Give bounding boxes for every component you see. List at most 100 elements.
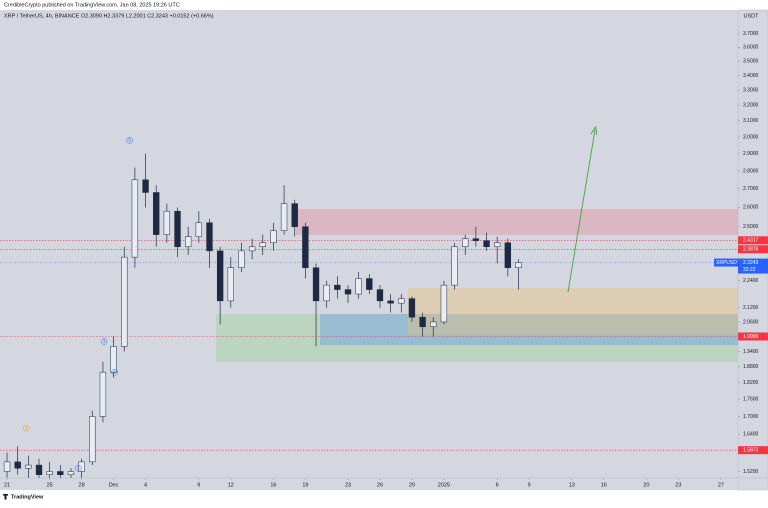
x-tick-label: 9: [197, 482, 200, 488]
y-tick-label: 1.9400: [743, 349, 759, 355]
x-tick-label: 19: [302, 482, 308, 488]
candle-body: [419, 316, 426, 327]
y-tick-label: 3.1000: [743, 118, 759, 124]
x-tick-label: 12: [228, 482, 234, 488]
y-tick-label: 2.6000: [743, 205, 759, 211]
candle-body: [174, 210, 181, 248]
candle-body: [494, 242, 501, 248]
wave-marker: [75, 465, 82, 472]
x-tick-label: 29: [409, 482, 415, 488]
candle-body: [483, 240, 490, 248]
candle-body: [184, 236, 192, 248]
wave-label: 1: [25, 425, 28, 430]
y-tick-label: 1.7000: [743, 414, 759, 420]
candle-body: [270, 230, 277, 243]
candle-body: [227, 267, 234, 302]
candle-body: [238, 250, 245, 268]
candle-body: [216, 250, 224, 302]
candle-body: [366, 278, 373, 290]
candle-body: [131, 179, 139, 258]
price-label-bg: [738, 236, 768, 245]
candle-body: [515, 262, 522, 268]
candle-body: [280, 203, 288, 231]
x-tick-label: 26: [377, 482, 383, 488]
candle-body: [398, 298, 405, 304]
candle-body: [46, 471, 53, 475]
y-tick-label: 3.0000: [743, 134, 759, 140]
candle-body: [462, 238, 469, 248]
candle-body: [259, 242, 266, 248]
x-tick-label: 25: [47, 482, 53, 488]
x-tick-label: 23: [345, 482, 351, 488]
x-tick-label: 6: [496, 482, 499, 488]
candle-body: [323, 284, 330, 302]
candle-body: [248, 246, 256, 252]
price-label-bg: [738, 332, 768, 341]
target-zone: [408, 288, 738, 335]
candle-body: [334, 284, 341, 290]
candle-body: [206, 222, 213, 252]
demand-zone: [320, 314, 738, 345]
candle-body: [121, 256, 128, 347]
y-tick-label: 3.5000: [743, 58, 759, 64]
y-tick-label: 1.5200: [743, 469, 759, 475]
candle-body: [355, 278, 362, 295]
x-tick-label: 27: [718, 482, 724, 488]
candle-body: [142, 179, 149, 193]
candle-body: [35, 464, 43, 475]
x-tick-label: Dec: [109, 482, 119, 488]
wave-label: 3: [103, 339, 106, 344]
x-tick-label: 21: [4, 482, 10, 488]
plot-layer: 3.7000 3.6000 3.5000 3.4000 3.3000 3.2000 3.10…: [0, 31, 768, 488]
candle-body: [291, 203, 298, 227]
candle-body: [302, 226, 309, 268]
candle-body: [504, 242, 512, 268]
y-tick-label: 3.7000: [743, 31, 759, 37]
y-tick-label: 2.8000: [743, 168, 759, 174]
x-tick-label: 23: [675, 482, 681, 488]
wave-marker: [100, 338, 108, 345]
candle-body: [195, 222, 203, 237]
currency: USDT: [744, 13, 760, 19]
price-label: 2.3878: [743, 247, 759, 253]
y-tick-label: 1.6400: [743, 431, 759, 437]
resistance-zone: [296, 209, 738, 235]
y-tick-label: 3.6000: [743, 45, 759, 51]
price-label: 1.9999: [743, 334, 759, 340]
candle-body: [430, 321, 437, 327]
candle-body: [89, 416, 96, 463]
plot-background: [0, 10, 738, 490]
wave-marker: [22, 424, 30, 432]
candle-body: [312, 267, 320, 302]
candle-body: [57, 471, 64, 475]
candle-body: [153, 192, 160, 235]
y-tick-label: 2.1200: [743, 305, 759, 311]
y-tick-label: 1.8200: [743, 380, 759, 386]
brand: TradingView: [11, 494, 44, 500]
candle-body: [440, 284, 448, 323]
wave-marker: [111, 368, 118, 376]
x-tick-label: 28: [79, 482, 85, 488]
candle-body: [99, 371, 107, 417]
y-tick-label: 3.2000: [743, 103, 759, 109]
brand-logo: [3, 494, 8, 500]
x-tick-label: 16: [601, 482, 607, 488]
wave-label: 2: [77, 465, 80, 470]
candle-body: [78, 461, 85, 472]
wave-label: 5: [128, 137, 131, 142]
y-tick-label: 3.4000: [743, 73, 759, 79]
last-price-bg: [738, 258, 768, 274]
candle-body: [472, 238, 480, 241]
candle-body: [376, 289, 384, 302]
x-tick-label: 4: [144, 482, 147, 488]
publisher: CredibleCrypto published on TradingView.…: [4, 2, 180, 8]
candle-body: [25, 464, 32, 469]
y-tick-label: 2.0600: [743, 319, 759, 325]
y-tick-label: 2.9000: [743, 151, 759, 157]
candle-body: [163, 210, 171, 235]
candle-body: [67, 471, 75, 475]
y-tick-label: 2.5000: [743, 224, 759, 230]
y-tick-label: 2.2400: [743, 278, 759, 284]
projection-arrowhead: [590, 125, 598, 136]
